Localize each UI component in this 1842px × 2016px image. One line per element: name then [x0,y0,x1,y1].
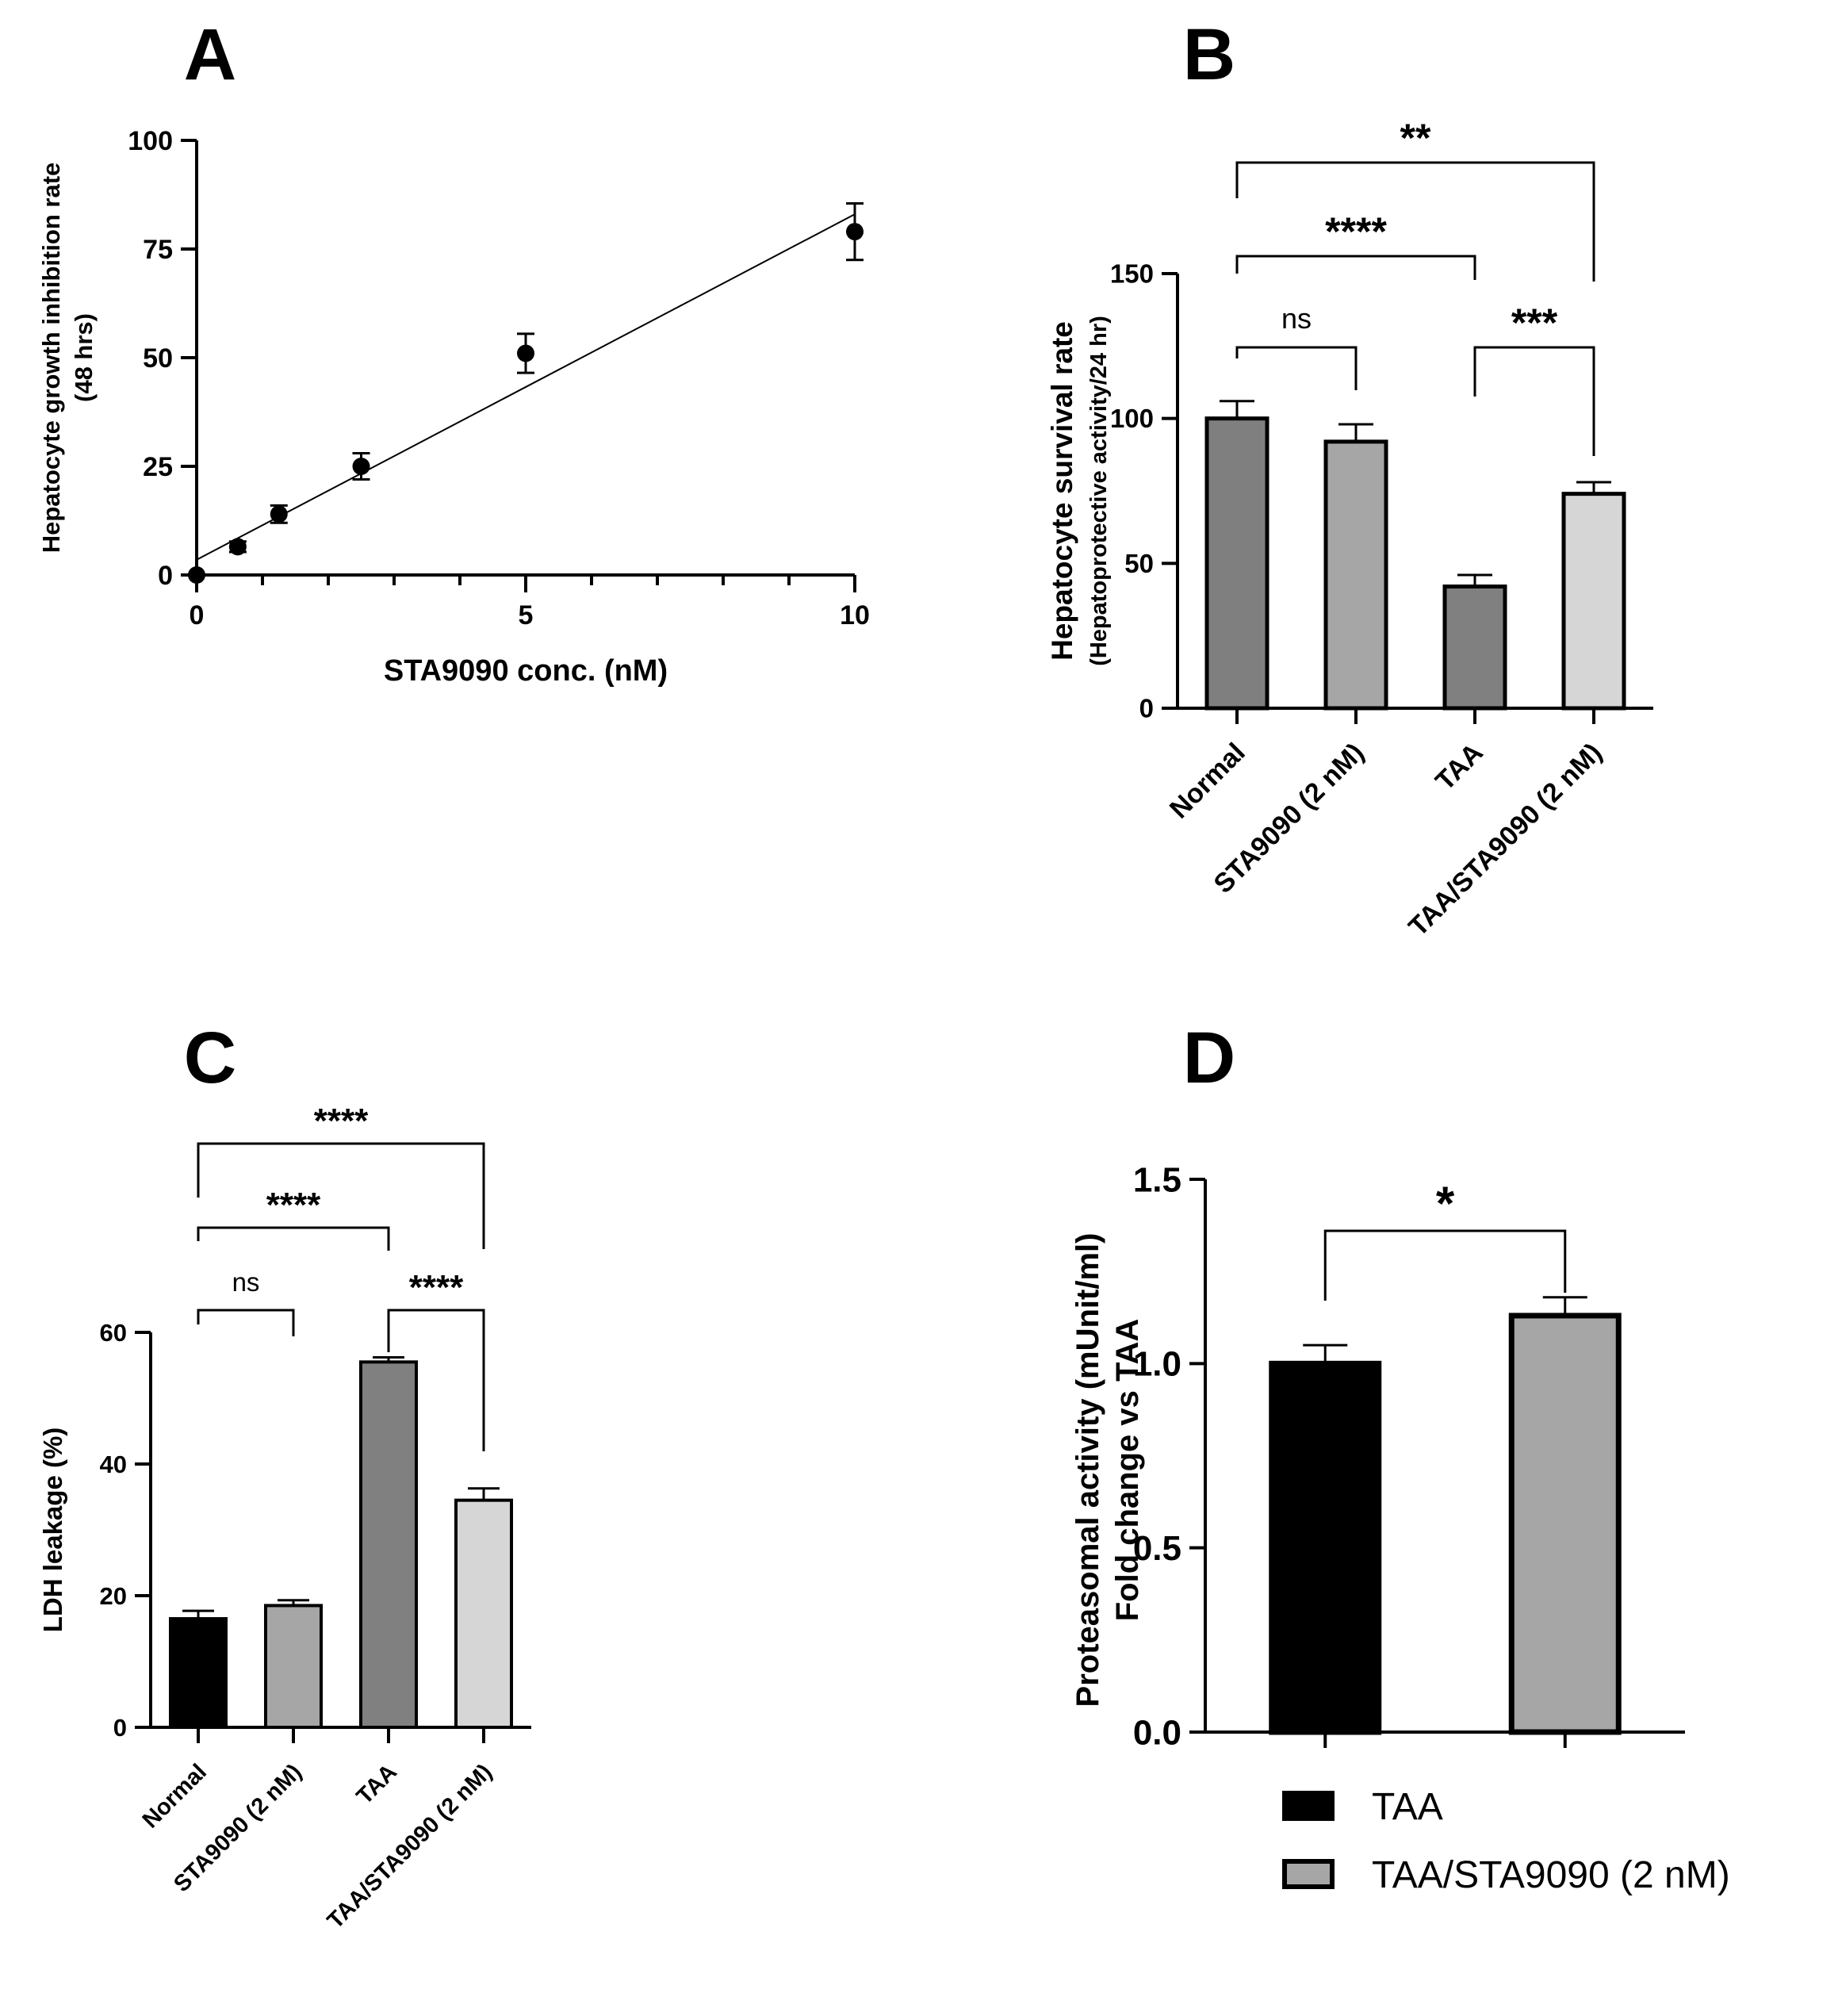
b-category-label: TAA/STA9090 (2 nM) [1403,738,1607,942]
a-x-tick-label: 10 [840,600,870,630]
b-sig-label: ** [1400,116,1431,160]
a-y-tick-label: 100 [128,126,173,156]
c-bar [169,1617,228,1730]
chart-a-growth-inhibition: 0 25 50 75 100 0 5 10 STA9090 conc. (nM) Hepatocy… [37,126,870,688]
b-sig-label: ns [1281,302,1312,335]
c-bar [359,1360,418,1729]
c-sig-label: **** [409,1268,464,1307]
d-legend-swatch [1282,1791,1335,1821]
b-sig-bracket [1235,346,1358,390]
b-y-tick-label: 100 [1110,404,1154,433]
c-y-tick-label: 0 [113,1714,127,1742]
a-y-tick-label: 50 [143,343,173,374]
b-y-axis-title: Hepatocyte survival rate [1046,321,1078,661]
c-y-tick-label: 60 [100,1319,127,1347]
panel-label-d: D [1183,1018,1235,1098]
a-data-point [517,344,534,362]
d-sig-label: * [1436,1177,1455,1230]
c-sig-bracket [197,1309,295,1336]
b-bar [1323,439,1388,711]
d-sig-bracket [1323,1229,1567,1301]
a-x-tick-label: 0 [190,600,205,630]
d-y-axis-title: Proteasomal activity (mUnit/ml) [1070,1233,1105,1707]
c-sig-label: ns [232,1267,260,1297]
a-data-point [352,458,370,475]
d-bar [1269,1360,1382,1735]
c-category-label: TAA [352,1759,402,1809]
a-y-axis-title: Hepatocyte growth inhibition rate [37,163,65,554]
b-sig-bracket [1235,255,1476,280]
panel-label-c: C [184,1018,236,1098]
b-y-tick-label: 0 [1139,694,1154,723]
d-y-tick-label: 1.0 [1133,1345,1181,1384]
a-y-tick-label: 0 [158,561,173,591]
b-sig-bracket [1235,161,1595,282]
c-category-label: TAA/STA9090 (2 nM) [323,1759,497,1934]
b-sig-label: **** [1325,209,1387,254]
a-x-tick-label: 5 [519,600,534,630]
b-category-label: Normal [1164,738,1251,825]
chart-d-proteasomal-activity: 0.0 0.5 1.0 1.5 Proteasomal activity (mUnit/… [1070,1160,1730,1896]
b-y-axis-subtitle: (Hepatoprotective activity/24 hr) [1086,316,1112,666]
c-bar [454,1498,513,1730]
a-fit-line [196,213,856,561]
b-bar [1561,492,1626,711]
d-legend-label: TAA [1372,1786,1443,1828]
a-data-point [228,538,247,556]
d-bar [1508,1313,1622,1735]
c-bar [264,1604,323,1729]
a-data-point [846,223,864,241]
b-bar [1204,416,1269,711]
b-sig-bracket [1473,346,1595,456]
panel-label-b: B [1183,14,1235,95]
c-sig-label: **** [266,1186,321,1225]
b-y-tick-label: 50 [1124,549,1154,578]
c-sig-bracket [197,1226,390,1251]
panel-label-a: A [184,14,236,95]
d-y-tick-label: 0.0 [1133,1713,1181,1752]
c-sig-bracket [197,1142,485,1249]
a-data-point [188,566,205,584]
c-category-label: Normal [138,1759,212,1833]
c-y-tick-label: 40 [100,1451,127,1478]
a-y-tick-label: 75 [143,235,173,265]
b-y-tick-label: 150 [1110,259,1154,289]
c-y-axis-title: LDH leakage (%) [38,1428,67,1633]
a-y-tick-label: 25 [143,452,173,482]
d-legend-label: TAA/STA9090 (2 nM) [1372,1854,1730,1896]
b-sig-label: *** [1511,301,1558,345]
d-legend-swatch [1282,1859,1335,1889]
a-x-axis-title: STA9090 conc. (nM) [384,654,668,688]
b-bar [1442,584,1507,711]
c-y-tick-label: 20 [100,1582,127,1610]
d-y-axis-subtitle: Fold change vs TAA [1110,1319,1145,1622]
d-y-tick-label: 1.5 [1133,1160,1181,1199]
b-category-label: TAA [1430,738,1489,797]
a-y-axis-subtitle: (48 hrs) [70,313,98,402]
c-sig-label: **** [314,1102,369,1140]
a-data-point [270,505,288,523]
d-y-tick-label: 0.5 [1133,1529,1181,1568]
c-sig-bracket [387,1309,485,1451]
